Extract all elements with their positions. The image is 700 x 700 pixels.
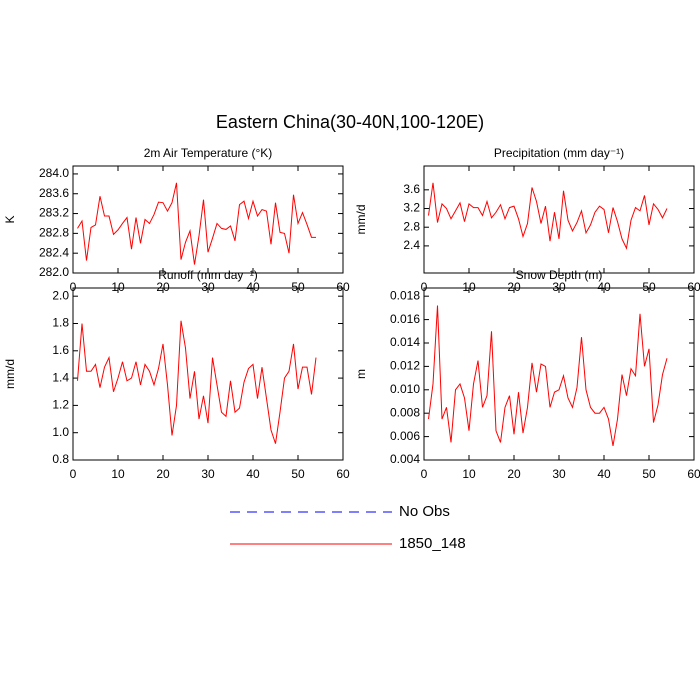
y-tick-label: 0.018	[390, 288, 420, 302]
y-axis-label: mm/d	[3, 359, 17, 389]
x-tick-label: 60	[687, 280, 700, 294]
x-tick-label: 60	[336, 467, 350, 481]
x-tick-label: 20	[156, 280, 170, 294]
panel-title: Snow Depth (m)	[516, 268, 603, 282]
y-tick-label: 282.0	[39, 265, 69, 279]
legend-label: 1850_148	[399, 535, 466, 552]
data-line	[428, 305, 668, 447]
x-tick-label: 30	[201, 280, 215, 294]
x-tick-label: 50	[291, 280, 305, 294]
y-axis-label: mm/d	[354, 205, 368, 235]
y-tick-label: 1.4	[52, 370, 69, 384]
y-tick-label: 0.012	[390, 359, 420, 373]
panel-title: Precipitation (mm day⁻¹)	[494, 146, 624, 160]
y-tick-label: 2.8	[403, 219, 420, 233]
x-tick-label: 50	[291, 467, 305, 481]
y-tick-label: 1.2	[52, 398, 69, 412]
x-tick-label: 40	[246, 280, 260, 294]
y-tick-label: 284.0	[39, 166, 69, 180]
panel-title: 2m Air Temperature (°K)	[144, 146, 273, 160]
x-tick-label: 10	[111, 280, 125, 294]
legend-label: No Obs	[399, 503, 450, 520]
x-tick-label: 50	[642, 467, 656, 481]
x-tick-label: 10	[462, 280, 476, 294]
data-line	[428, 182, 668, 250]
x-tick-label: 10	[462, 467, 476, 481]
y-axis-label: K	[3, 215, 17, 223]
x-tick-label: 30	[201, 467, 215, 481]
data-line	[77, 182, 316, 265]
y-tick-label: 1.6	[52, 343, 69, 357]
x-tick-label: 50	[642, 280, 656, 294]
y-tick-label: 0.006	[390, 429, 420, 443]
x-tick-label: 60	[336, 280, 350, 294]
y-tick-label: 3.6	[403, 182, 420, 196]
x-tick-label: 40	[597, 280, 611, 294]
x-tick-label: 30	[552, 467, 566, 481]
data-line	[77, 320, 317, 444]
x-tick-label: 40	[597, 467, 611, 481]
y-tick-label: 0.004	[390, 452, 420, 466]
y-tick-label: 2.0	[52, 288, 69, 302]
y-tick-label: 0.016	[390, 312, 420, 326]
x-tick-label: 10	[111, 467, 125, 481]
x-tick-label: 20	[156, 467, 170, 481]
x-tick-label: 20	[507, 280, 521, 294]
x-tick-label: 60	[687, 467, 700, 481]
y-tick-label: 1.0	[52, 425, 69, 439]
y-tick-label: 283.2	[39, 206, 69, 220]
x-tick-label: 0	[421, 467, 428, 481]
figure-title: Eastern China(30-40N,100-120E)	[216, 112, 484, 132]
x-tick-label: 30	[552, 280, 566, 294]
y-tick-label: 2.4	[403, 238, 420, 252]
panel-title: Runoff (mm day⁻¹)	[158, 268, 257, 282]
x-tick-label: 0	[421, 280, 428, 294]
y-tick-label: 282.8	[39, 226, 69, 240]
y-tick-label: 1.8	[52, 316, 69, 330]
x-tick-label: 0	[70, 280, 77, 294]
y-tick-label: 0.008	[390, 405, 420, 419]
y-tick-label: 282.4	[39, 245, 69, 259]
y-tick-label: 0.8	[52, 452, 69, 466]
y-tick-label: 0.010	[390, 382, 420, 396]
y-tick-label: 3.2	[403, 201, 420, 215]
y-tick-label: 283.6	[39, 186, 69, 200]
x-tick-label: 0	[70, 467, 77, 481]
y-axis-label: m	[354, 369, 368, 379]
y-tick-label: 0.014	[390, 335, 420, 349]
x-tick-label: 40	[246, 467, 260, 481]
x-tick-label: 20	[507, 467, 521, 481]
